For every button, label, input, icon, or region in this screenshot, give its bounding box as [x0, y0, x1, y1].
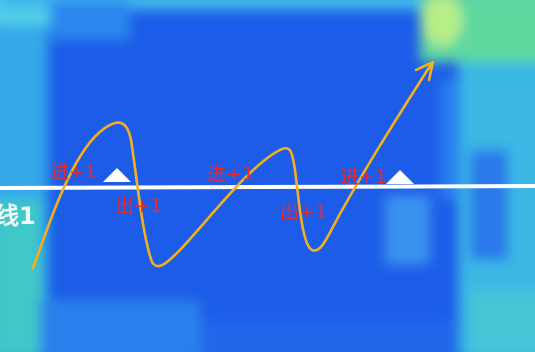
heat-region — [470, 150, 508, 260]
count-annotation-in: 进+1 — [340, 166, 387, 188]
count-annotation-out: 出+1 — [115, 195, 162, 217]
trajectory-arrowhead-icon — [414, 60, 435, 82]
heat-region — [385, 195, 430, 265]
counting-line — [0, 184, 535, 190]
count-annotation-in: 进+1 — [50, 161, 97, 183]
heat-region — [40, 300, 200, 352]
heat-region — [200, 320, 450, 352]
heat-region — [470, 290, 535, 352]
counting-line-label: 线1 — [0, 202, 36, 230]
heat-region — [422, 0, 462, 46]
heat-region — [0, 200, 42, 352]
heat-region — [0, 0, 430, 10]
heat-region — [440, 80, 460, 200]
count-annotation-out: 出+1 — [280, 201, 327, 223]
count-annotation-in: 进+1 — [207, 163, 254, 185]
motion-trajectory — [31, 61, 434, 270]
heat-region — [50, 0, 130, 40]
direction-marker-left — [103, 168, 131, 182]
direction-marker-right — [386, 170, 414, 184]
